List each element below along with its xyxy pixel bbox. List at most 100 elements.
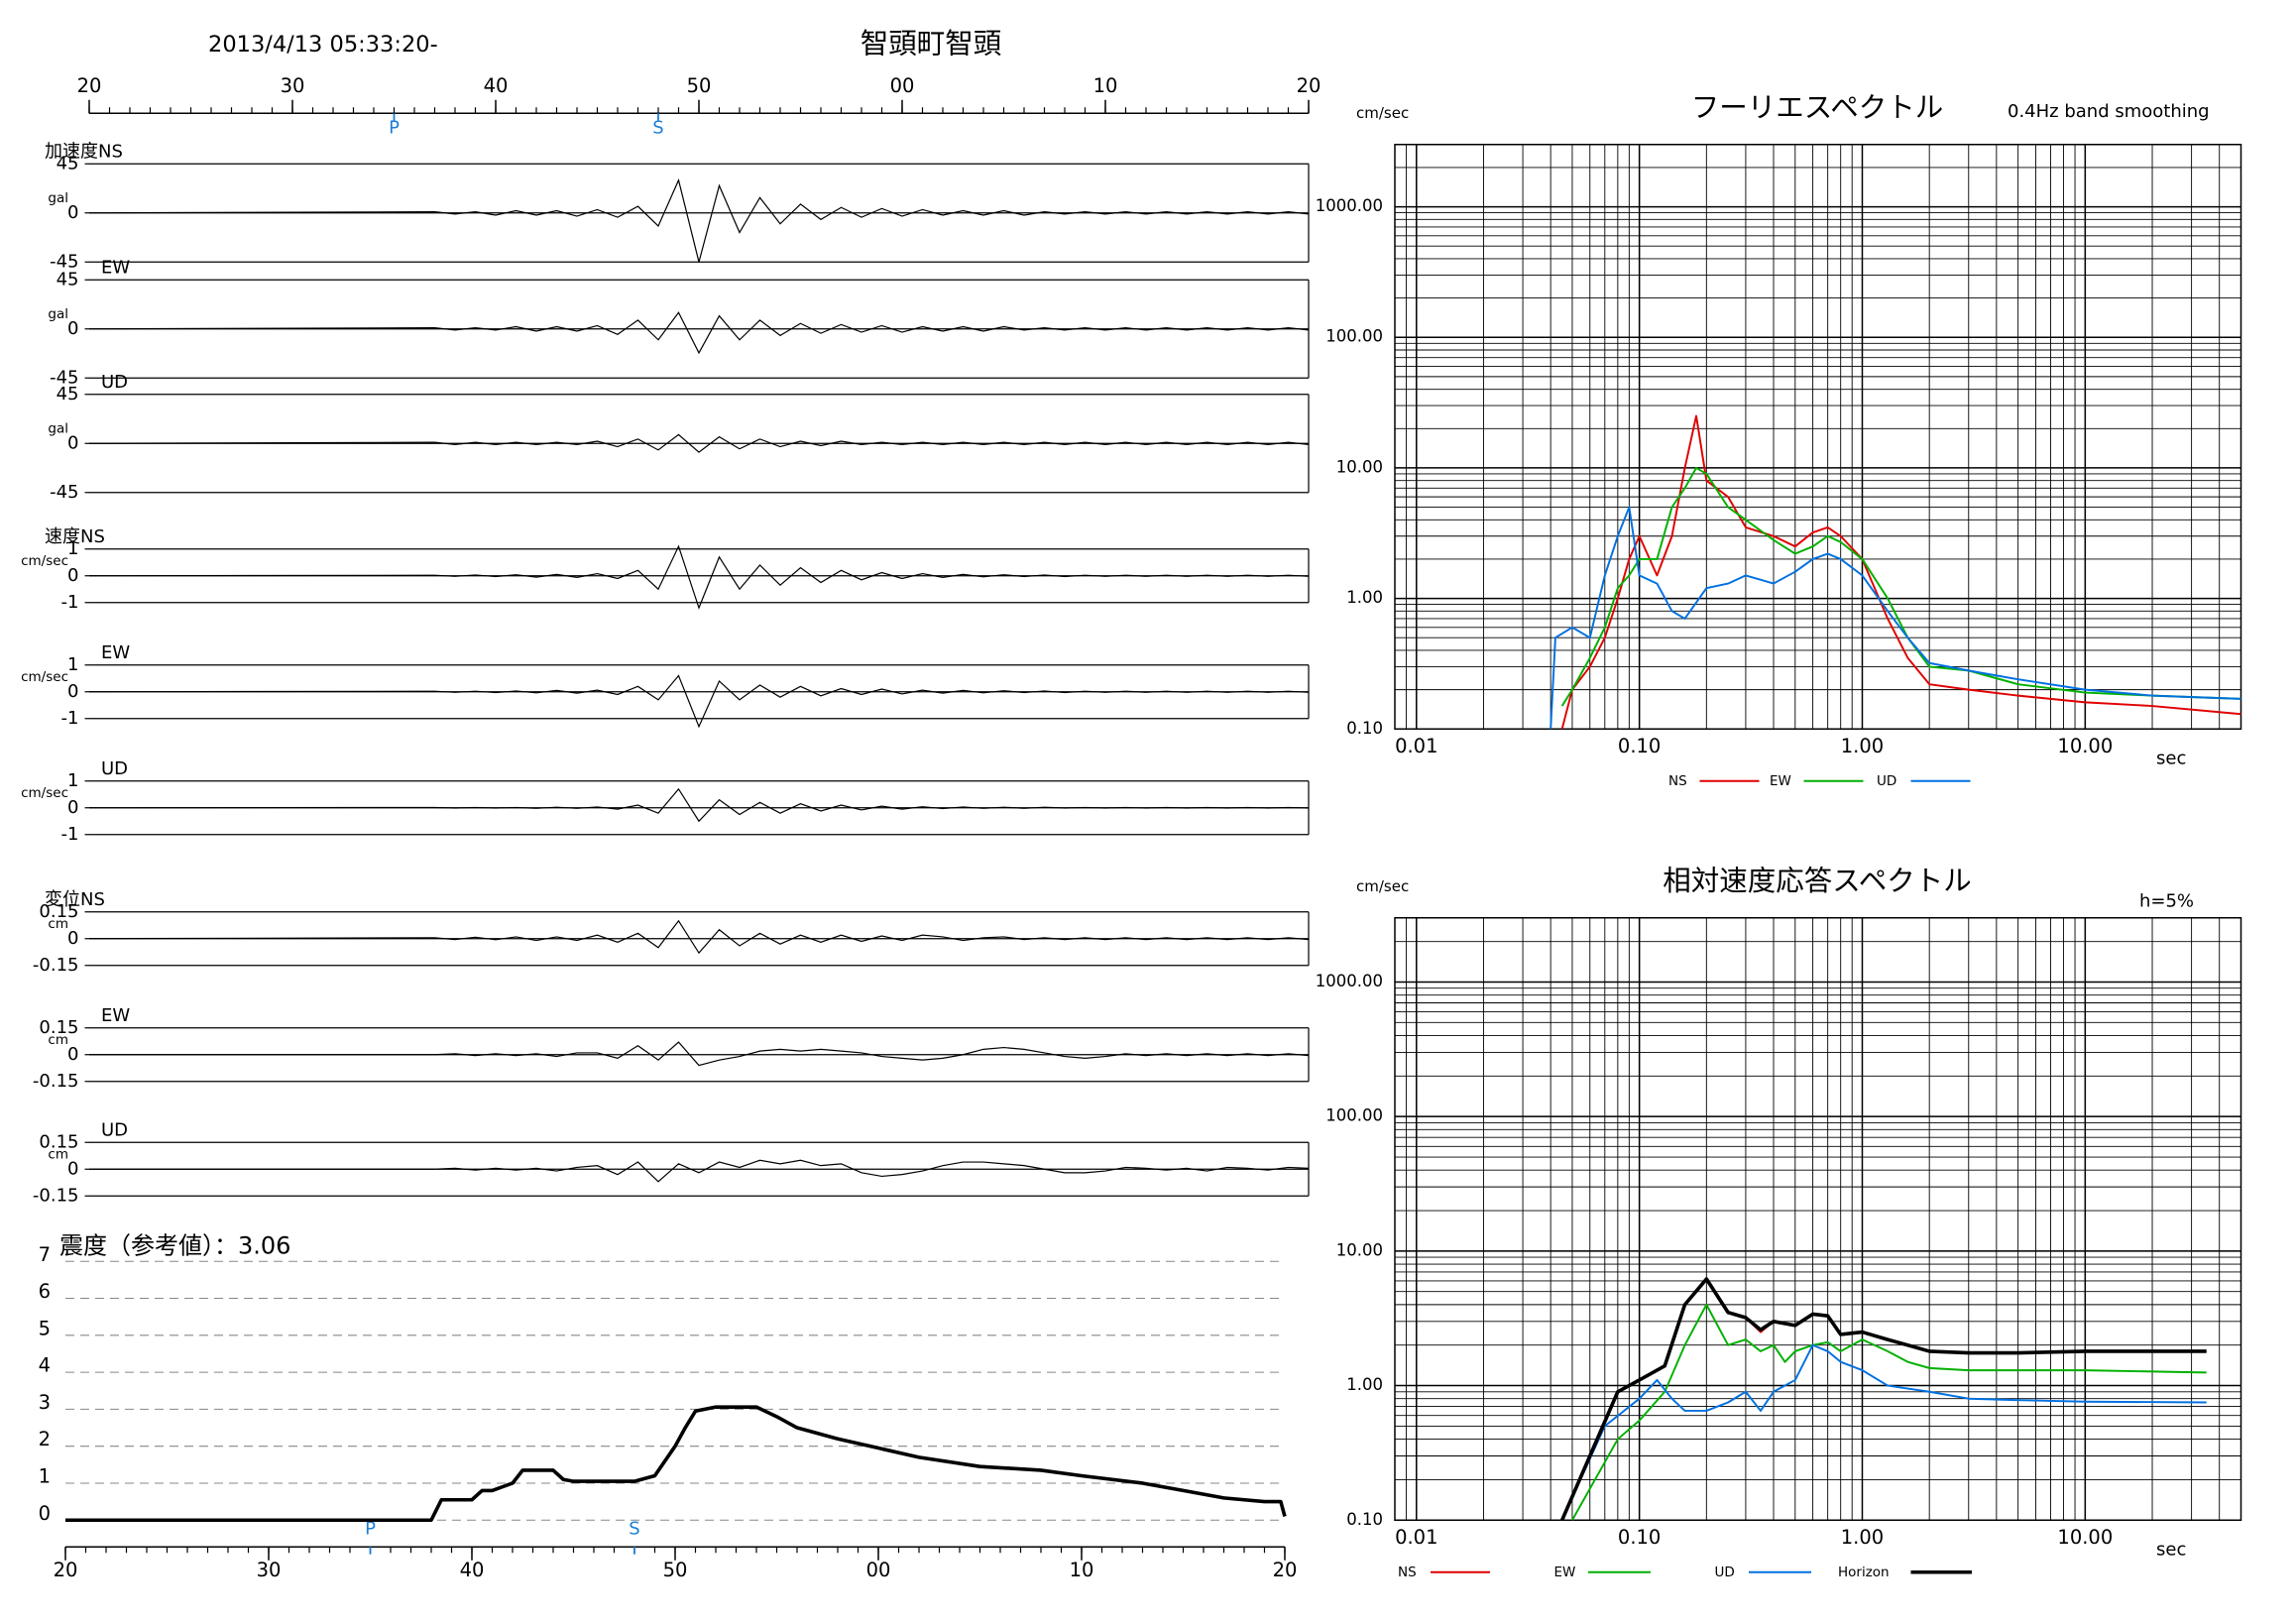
y-tick-label: 0.10 bbox=[1346, 1510, 1383, 1529]
phase-label: P bbox=[389, 117, 400, 138]
intensity-line bbox=[65, 1405, 1287, 1523]
phase-label: P bbox=[365, 1518, 376, 1539]
waveform-line bbox=[88, 674, 1310, 729]
spectrum-line bbox=[1560, 1277, 2207, 1521]
y-tick-label: 5 bbox=[39, 1317, 51, 1339]
unit-label: cm bbox=[48, 916, 68, 932]
y-tick-label: 0.15 bbox=[39, 1017, 78, 1038]
x-axis-label: sec bbox=[2156, 1539, 2186, 1560]
y-tick-label: 45 bbox=[57, 269, 79, 290]
x-tick-label: 30 bbox=[257, 1559, 282, 1581]
y-tick-label: 0 bbox=[67, 432, 78, 453]
spectrum-line bbox=[1550, 506, 2241, 730]
unit-label: cm/sec bbox=[21, 785, 68, 801]
legend-label: NS bbox=[1398, 1565, 1417, 1580]
panel-label: UD bbox=[101, 1119, 128, 1140]
y-tick-label: 6 bbox=[39, 1280, 51, 1303]
y-tick-label: 100.00 bbox=[1325, 1106, 1383, 1125]
x-tick-label: 20 bbox=[54, 1559, 78, 1581]
panel-label: EW bbox=[101, 1005, 130, 1026]
y-tick-label: 0.10 bbox=[1346, 719, 1383, 738]
y-tick-label: 2 bbox=[39, 1428, 51, 1450]
x-tick-label: 50 bbox=[687, 74, 712, 97]
y-tick-label: 45 bbox=[57, 153, 79, 174]
chart-title: 相対速度応答スペクトル bbox=[1663, 865, 1972, 897]
legend-label: UD bbox=[1877, 773, 1896, 789]
y-tick-label: 0 bbox=[67, 318, 78, 339]
x-tick-label: 10.00 bbox=[2057, 735, 2113, 757]
chart-subtitle: 0.4Hz band smoothing bbox=[2008, 101, 2210, 122]
chart-title: フーリエスペクトル bbox=[1691, 91, 1944, 124]
y-tick-label: 1 bbox=[67, 654, 78, 675]
legend-label: Horizon bbox=[1838, 1565, 1890, 1580]
unit-label: gal bbox=[48, 420, 68, 436]
x-tick-label: 0.01 bbox=[1395, 735, 1437, 757]
x-tick-label: 0.10 bbox=[1618, 1526, 1661, 1549]
y-tick-label: 0 bbox=[67, 928, 78, 949]
y-tick-label: 100.00 bbox=[1325, 327, 1383, 346]
panel-label: 加速度NS bbox=[45, 141, 123, 162]
waveform-line bbox=[88, 919, 1310, 955]
y-tick-label: 0 bbox=[39, 1502, 51, 1525]
y-tick-label: 0 bbox=[67, 797, 78, 818]
panel-label: UD bbox=[101, 372, 128, 393]
waveform-line bbox=[88, 544, 1310, 610]
y-axis-label: cm/sec bbox=[1356, 877, 1409, 895]
x-tick-label: 10.00 bbox=[2057, 1526, 2113, 1549]
x-tick-label: 0.10 bbox=[1618, 735, 1661, 757]
chart-subtitle: h=5% bbox=[2139, 890, 2194, 911]
y-tick-label: 0.15 bbox=[39, 1131, 78, 1152]
panel-label: 速度NS bbox=[45, 526, 105, 547]
intensity-title: 震度（参考値）：3.06 bbox=[59, 1231, 290, 1259]
y-tick-label: 0.15 bbox=[39, 901, 78, 922]
y-tick-label: -1 bbox=[61, 708, 79, 729]
legend-label: EW bbox=[1770, 773, 1791, 789]
y-tick-label: -1 bbox=[61, 592, 79, 613]
x-tick-label: 10 bbox=[1070, 1559, 1094, 1581]
waveform-line bbox=[88, 787, 1310, 823]
y-tick-label: 0 bbox=[67, 565, 78, 586]
y-tick-label: -0.15 bbox=[33, 1071, 79, 1092]
phase-label: S bbox=[629, 1518, 639, 1539]
y-tick-label: 1.00 bbox=[1346, 588, 1383, 607]
phase-label: S bbox=[652, 117, 663, 138]
waveform-line bbox=[89, 1041, 1310, 1067]
spectrum-line bbox=[1571, 1303, 2207, 1521]
y-tick-label: 0 bbox=[67, 1044, 78, 1065]
y-tick-label: -45 bbox=[50, 482, 78, 503]
station-name: 智頭町智頭 bbox=[861, 27, 1002, 59]
unit-label: cm bbox=[48, 1146, 68, 1162]
x-tick-label: 20 bbox=[1297, 74, 1321, 97]
y-axis-label: cm/sec bbox=[1356, 104, 1409, 122]
x-tick-label: 1.00 bbox=[1841, 735, 1884, 757]
x-tick-label: 40 bbox=[484, 74, 509, 97]
y-tick-label: 1 bbox=[67, 770, 78, 791]
unit-label: cm/sec bbox=[21, 553, 68, 569]
y-tick-label: 1 bbox=[39, 1464, 51, 1487]
y-tick-label: -45 bbox=[50, 367, 78, 388]
y-tick-label: 1000.00 bbox=[1316, 196, 1383, 215]
y-tick-label: -0.15 bbox=[33, 1185, 79, 1206]
waveform-line bbox=[88, 433, 1310, 453]
legend-label: UD bbox=[1715, 1565, 1735, 1580]
y-tick-label: 4 bbox=[39, 1354, 51, 1377]
y-tick-label: 10.00 bbox=[1336, 457, 1383, 476]
y-tick-label: -45 bbox=[50, 251, 78, 272]
x-tick-label: 40 bbox=[460, 1559, 485, 1581]
x-tick-label: 00 bbox=[866, 1559, 891, 1581]
legend-label: EW bbox=[1554, 1565, 1576, 1580]
panel-label: 変位NS bbox=[45, 889, 105, 910]
x-tick-label: 00 bbox=[890, 74, 915, 97]
y-tick-label: 1.00 bbox=[1346, 1375, 1383, 1394]
spectrum-line bbox=[1560, 1343, 2207, 1521]
y-tick-label: 45 bbox=[57, 384, 79, 405]
x-axis-label: sec bbox=[2156, 748, 2186, 768]
y-tick-label: 1 bbox=[67, 538, 78, 559]
record-datetime: 2013/4/13 05:33:20- bbox=[208, 32, 438, 58]
x-tick-label: 0.01 bbox=[1395, 1526, 1437, 1549]
x-tick-label: 20 bbox=[1273, 1559, 1298, 1581]
spectrum-line bbox=[1560, 414, 2241, 730]
y-tick-label: -1 bbox=[61, 824, 79, 845]
x-tick-label: 50 bbox=[663, 1559, 688, 1581]
